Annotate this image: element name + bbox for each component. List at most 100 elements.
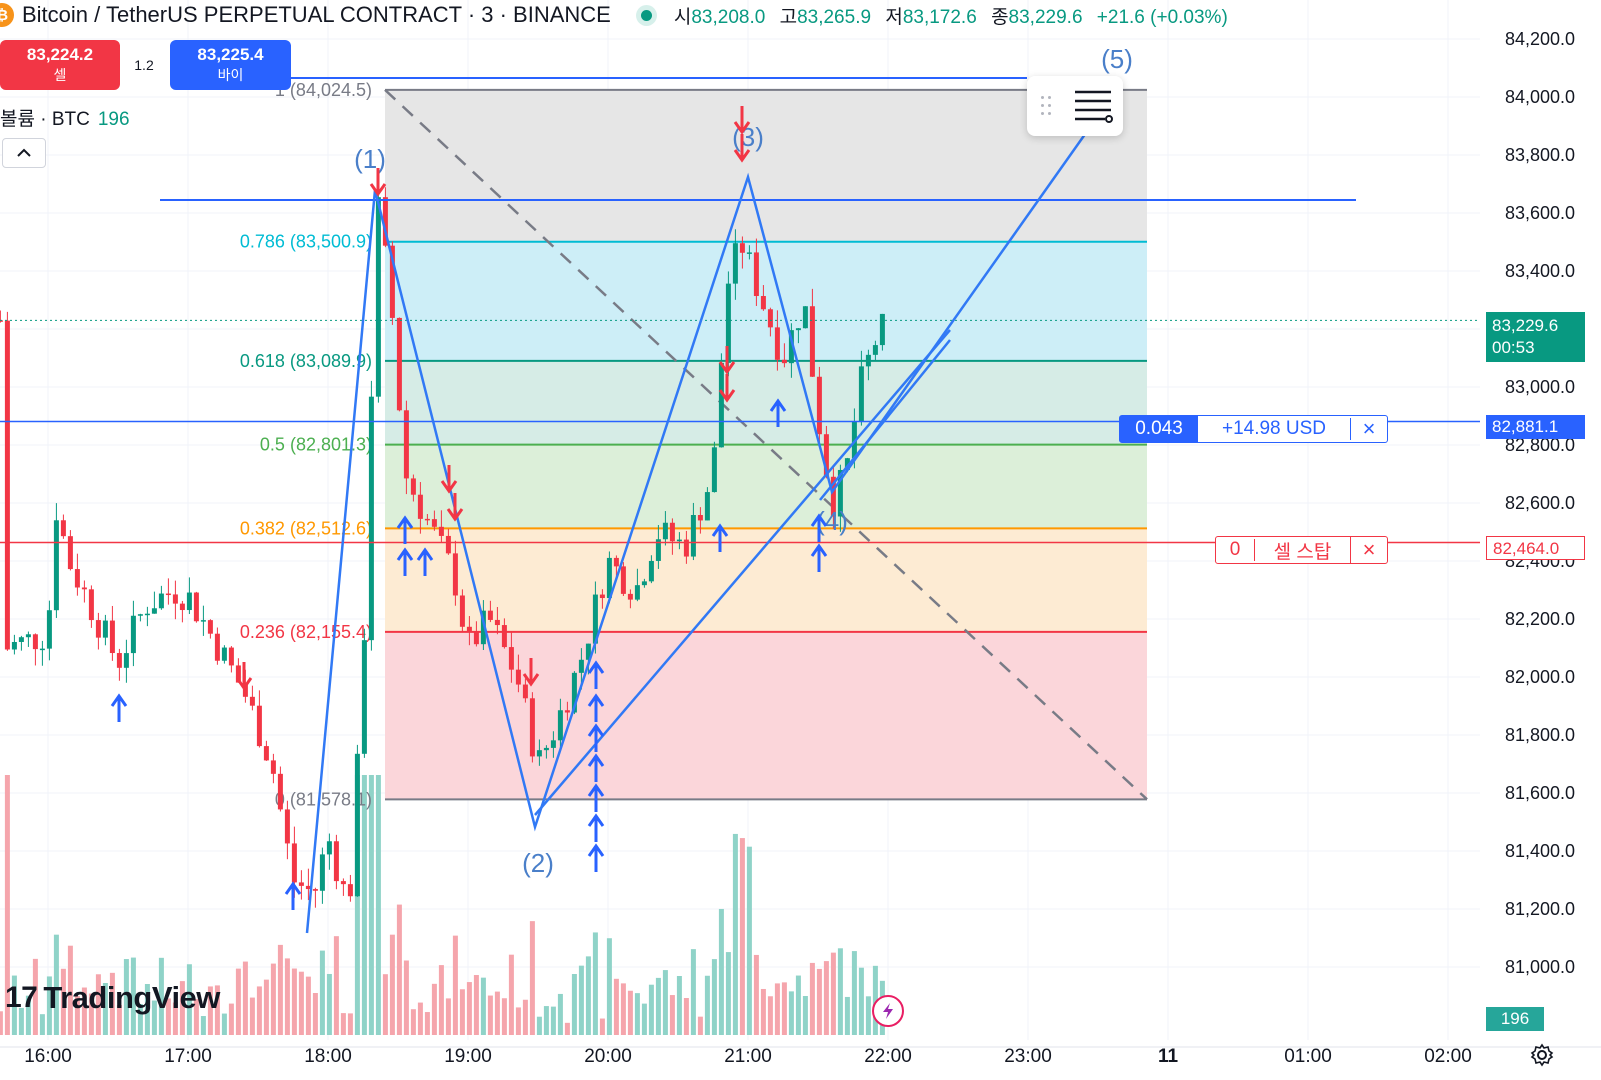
candle-body	[116, 653, 122, 668]
volume-bar	[347, 1013, 353, 1035]
candle-body	[179, 603, 185, 611]
time-axis-label: 11	[1158, 1046, 1179, 1067]
time-axis-label: 22:00	[864, 1046, 912, 1067]
time-axis-label: 17:00	[164, 1046, 212, 1067]
buy-button[interactable]: 83,225.4 바이	[170, 40, 291, 90]
lines-menu-icon[interactable]	[1071, 86, 1115, 126]
candle-body	[676, 539, 682, 542]
tradingview-logo: 17 TradingView	[5, 980, 220, 1015]
candle-body	[326, 841, 332, 855]
candle-body	[18, 637, 24, 642]
candle-body	[711, 447, 717, 493]
volume-bar	[788, 991, 794, 1035]
candle-body	[74, 569, 80, 588]
volume-bar	[774, 983, 780, 1035]
fib-zone	[385, 631, 1147, 800]
candle-body	[445, 535, 451, 554]
volume-bar	[214, 985, 220, 1035]
volume-legend: 볼륨 · BTC 196	[0, 109, 130, 130]
candle-body	[683, 539, 689, 557]
candle-body	[669, 522, 675, 542]
volume-bar	[410, 1009, 416, 1035]
sell-signal-arrow	[522, 673, 540, 687]
price-axis-label: 81,400.0	[1505, 841, 1575, 861]
candle-body	[571, 672, 577, 713]
volume-bar	[319, 950, 325, 1035]
candle-body	[284, 809, 290, 844]
candle-body	[361, 640, 367, 754]
position-line[interactable]: 0.043 +14.98 USD ×	[1119, 415, 1388, 443]
volume-bar	[116, 1005, 122, 1035]
volume-bar	[340, 1013, 346, 1035]
trend-channel-line	[819, 339, 951, 501]
volume-bar	[669, 995, 675, 1035]
sell-signal-arrow	[718, 361, 736, 375]
volume-bar	[74, 996, 80, 1035]
candle-body	[95, 620, 101, 638]
wave-label: (2)	[522, 848, 554, 878]
buy-signal-arrow	[810, 543, 828, 557]
candlesticks	[0, 187, 885, 908]
candle-body	[46, 610, 52, 649]
volume-bar	[655, 977, 661, 1035]
candle-body	[823, 434, 829, 477]
volume-bar	[529, 921, 535, 1035]
price-axis-label: 81,800.0	[1505, 725, 1575, 745]
volume-bar	[466, 982, 472, 1035]
price-axis-label: 82,800.0	[1505, 435, 1575, 455]
close-position-icon[interactable]: ×	[1362, 416, 1376, 441]
candle-body	[459, 595, 465, 627]
candle-body	[102, 620, 108, 638]
volume-bar	[599, 1018, 605, 1035]
volume-bar	[494, 991, 500, 1035]
candle-body	[354, 753, 360, 897]
candle-body	[704, 492, 710, 521]
volume-bar	[200, 1016, 206, 1035]
volume-bar	[858, 967, 864, 1035]
sell-signal-arrow	[440, 480, 458, 494]
candle-body	[473, 631, 479, 645]
time-axis-label: 18:00	[304, 1046, 352, 1067]
volume-bar	[844, 996, 850, 1035]
time-axis-label: 23:00	[1004, 1046, 1052, 1067]
volume-bar	[186, 964, 192, 1035]
fib-level-label: 0.236 (82,155.4)	[240, 622, 372, 642]
volume-bar	[711, 959, 717, 1035]
time-axis-label: 01:00	[1284, 1046, 1332, 1067]
candle-body	[424, 518, 430, 521]
last-price-tag: 83,229.6 00:53	[1486, 312, 1585, 362]
candle-body	[606, 557, 612, 599]
volume-bar	[165, 998, 171, 1035]
drag-handle-icon[interactable]	[1041, 96, 1053, 116]
price-axis-label: 83,400.0	[1505, 261, 1575, 281]
volume-bar	[641, 1003, 647, 1035]
volume-bar	[207, 986, 213, 1035]
stop-order-line[interactable]: 0 셀 스탑 ×	[1215, 536, 1388, 564]
volume-bar	[480, 977, 486, 1035]
price-axis-label: 82,000.0	[1505, 667, 1575, 687]
symbol-title[interactable]: Bitcoin / TetherUS PERPETUAL CONTRACT · …	[22, 2, 611, 27]
drawing-toolbar[interactable]	[1027, 76, 1123, 136]
candle-body	[564, 710, 570, 713]
sell-signal-arrow	[733, 149, 751, 163]
candle-body	[802, 306, 808, 329]
volume-bar	[53, 934, 59, 1035]
volume-bar	[88, 993, 94, 1035]
settings-icon[interactable]	[1530, 1043, 1554, 1067]
close-order-icon[interactable]: ×	[1362, 537, 1376, 562]
volume-bar	[753, 954, 759, 1035]
volume-bar	[515, 1007, 521, 1035]
fib-level-label: 1 (84,024.5)	[275, 80, 372, 100]
volume-bar	[179, 981, 185, 1035]
candle-body	[263, 746, 269, 761]
candle-body	[879, 313, 885, 346]
volume-bar	[221, 1013, 227, 1035]
candle-body	[207, 620, 213, 634]
volume-bar	[781, 982, 787, 1035]
sell-button[interactable]: 83,224.2 셀	[0, 40, 120, 90]
flash-icon[interactable]	[872, 995, 904, 1027]
collapse-legend-button[interactable]	[2, 138, 46, 168]
volume-bar	[102, 983, 108, 1035]
volume-bar	[382, 974, 388, 1035]
fib-level-label: 0.786 (83,500.9)	[240, 232, 372, 252]
